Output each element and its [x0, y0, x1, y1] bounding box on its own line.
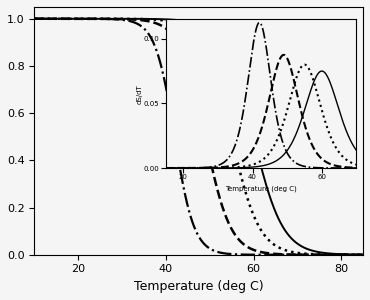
X-axis label: Temperature (deg C): Temperature (deg C) [134, 280, 263, 293]
